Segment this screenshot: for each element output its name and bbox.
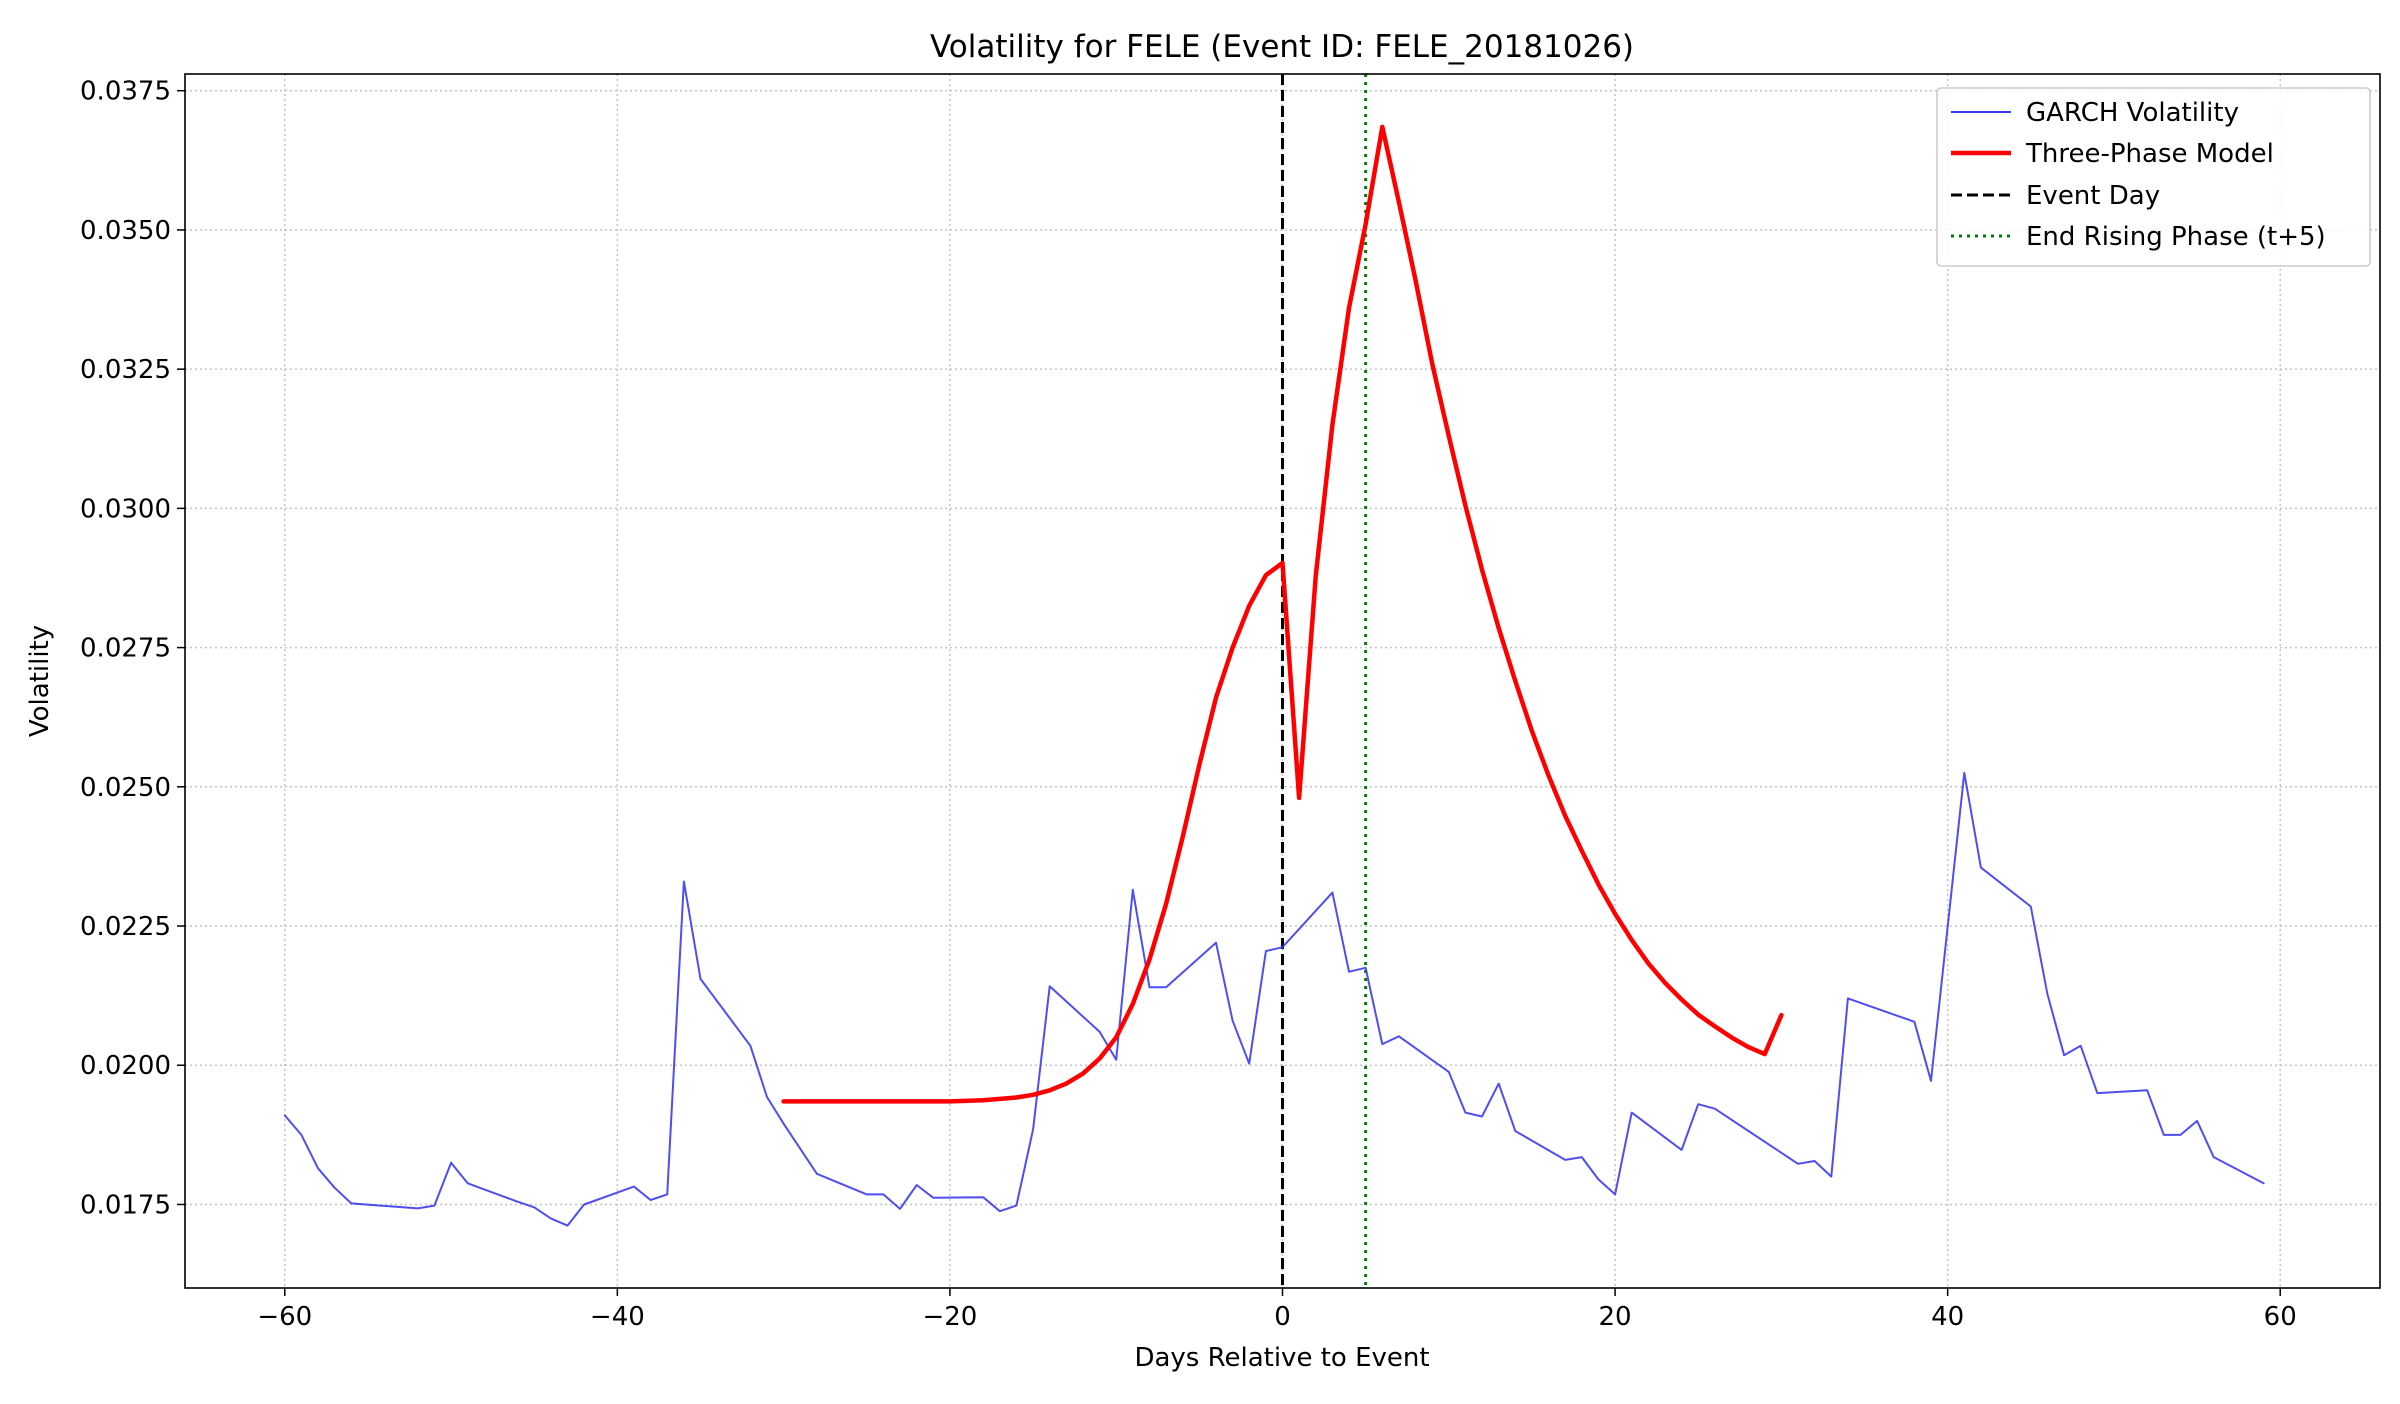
x-tick-label: −40 (590, 1302, 645, 1332)
y-tick-label: 0.0300 (80, 494, 171, 524)
reference-lines (1281, 74, 1368, 1288)
garch-volatility-line (283, 771, 2265, 1227)
x-tick-label: −60 (257, 1302, 312, 1332)
y-axis-label: Volatility (25, 625, 55, 737)
y-tick-label: 0.0200 (80, 1051, 171, 1081)
y-tick-label: 0.0375 (80, 77, 171, 107)
y-tick-label: 0.0225 (80, 912, 171, 942)
three-phase-model-line (781, 124, 1784, 1104)
chart-title: Volatility for FELE (Event ID: FELE_2018… (930, 29, 1634, 65)
legend-label-end-rising: End Rising Phase (t+5) (2026, 222, 2326, 252)
y-tick-label: 0.0175 (80, 1190, 171, 1220)
x-tick-label: 20 (1599, 1302, 1632, 1332)
legend: GARCH Volatility Three-Phase Model Event… (1936, 87, 2371, 267)
x-tick-label: 40 (1931, 1302, 1964, 1332)
y-tick-label: 0.0325 (80, 355, 171, 385)
series-lines (283, 124, 2265, 1227)
x-axis-label: Days Relative to Event (1134, 1343, 1429, 1373)
legend-label-event-day: Event Day (2026, 181, 2160, 211)
legend-label-garch: GARCH Volatility (2026, 98, 2239, 128)
x-tick-label: −20 (922, 1302, 977, 1332)
legend-label-three-phase: Three-Phase Model (2025, 139, 2274, 169)
y-tick-label: 0.0250 (80, 773, 171, 803)
y-tick-label: 0.0275 (80, 634, 171, 664)
y-tick-label: 0.0350 (80, 216, 171, 246)
y-axis-ticks: 0.0175 0.0200 0.0225 0.0250 0.0275 0.0300 0.03… (80, 77, 185, 1220)
x-tick-label: 0 (1274, 1302, 1291, 1332)
x-axis-ticks: −60 −40 −20 0 20 40 60 (257, 1288, 2297, 1332)
legend-frame (1936, 87, 2371, 267)
x-tick-label: 60 (2264, 1302, 2297, 1332)
